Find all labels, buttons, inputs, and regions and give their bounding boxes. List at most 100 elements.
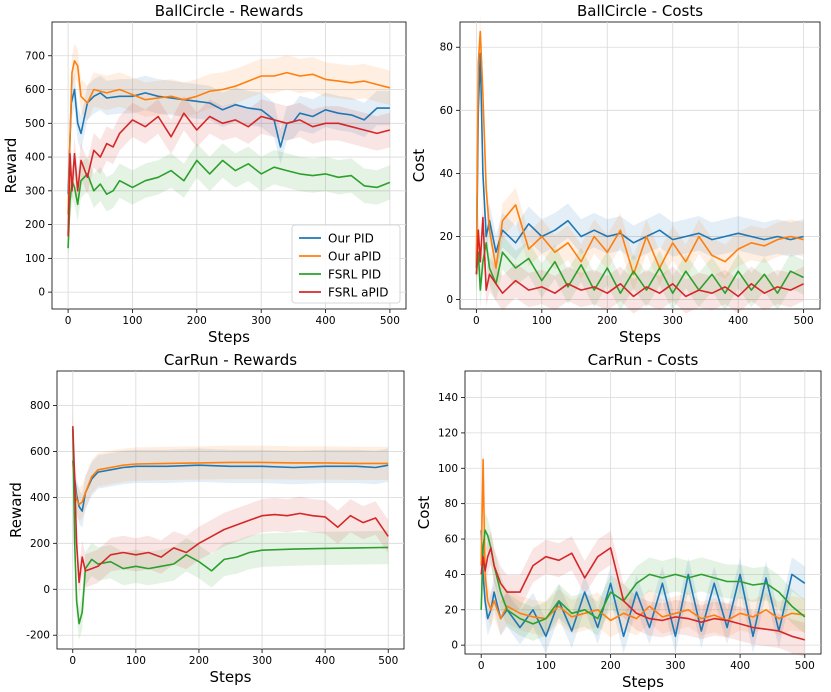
chart-1-ytick-label: 20 xyxy=(440,231,453,243)
chart-1-ytick-label: 0 xyxy=(446,294,453,306)
chart-3-plot-area xyxy=(464,370,822,655)
chart-2-xtick-label: 400 xyxy=(315,655,335,667)
chart-0-legend-label-our-apid: Our aPID xyxy=(328,250,381,264)
chart-3-xtick-label: 0 xyxy=(478,660,485,672)
chart-1-xtick-label: 0 xyxy=(473,315,480,327)
chart-2-title: CarRun - Rewards xyxy=(164,351,297,369)
chart-3-ytick-label: 120 xyxy=(438,427,458,439)
chart-2-series-fsrl-apid xyxy=(72,426,389,584)
chart-3-xtick-label: 100 xyxy=(536,660,556,672)
chart-1-band-our-pid xyxy=(476,36,804,286)
chart-0-ytick-label: 600 xyxy=(25,84,45,96)
chart-0-xlabel: Steps xyxy=(208,328,250,346)
chart-0-xtick-label: 400 xyxy=(316,315,336,327)
chart-2-plot-area xyxy=(56,370,405,650)
chart-0-title: BallCircle - Rewards xyxy=(155,2,304,20)
chart-2-ytick-label: 0 xyxy=(43,584,50,596)
chart-2-xtick-label: 200 xyxy=(189,655,209,667)
chart-0-ytick-label: 0 xyxy=(38,287,45,299)
chart-0-legend: Our PID Our aPID FSRL PID FSRL aPID xyxy=(291,224,401,304)
chart-1-plot-area xyxy=(459,21,821,310)
chart-2-xlabel: Steps xyxy=(210,668,252,686)
chart-1-band-fsrl-apid xyxy=(476,200,804,314)
chart-2-ytick-label: 600 xyxy=(30,446,50,458)
panel-carrun-rewards: 0 100 200 300 400 500 -200 0 200 400 600 800 CarRun … xyxy=(7,351,405,686)
chart-3-xtick-label: 200 xyxy=(601,660,621,672)
chart-2-ytick-label: 200 xyxy=(30,538,50,550)
chart-1-title: BallCircle - Costs xyxy=(577,2,703,20)
chart-0-legend-label-fsrl-apid: FSRL aPID xyxy=(328,286,389,300)
chart-0-band-fsrl-pid xyxy=(68,143,390,266)
chart-1-series-our-apid xyxy=(475,30,804,276)
chart-1-series-fsrl-apid xyxy=(475,216,804,298)
chart-1-ytick-label: 80 xyxy=(440,42,453,54)
chart-0-series-our-apid xyxy=(67,60,391,215)
chart-3-title: CarRun - Costs xyxy=(588,351,699,369)
chart-1-xtick-label: 200 xyxy=(597,315,617,327)
chart-3-xtick-label: 500 xyxy=(795,660,815,672)
chart-3-ytick-label: 80 xyxy=(445,498,458,510)
chart-2-band-fsrl-pid xyxy=(72,411,389,641)
chart-2-series-our-pid xyxy=(72,460,389,512)
panel-ballcircle-rewards: 0 100 200 300 400 500 0 100 200 300 400 500 600 700 Ba… xyxy=(2,2,407,346)
chart-2-band-our-apid xyxy=(72,445,389,521)
chart-1-xtick-label: 100 xyxy=(532,315,552,327)
chart-3-xtick-label: 300 xyxy=(665,660,685,672)
chart-1-ytick-label: 60 xyxy=(440,105,453,117)
chart-0-xtick-label: 200 xyxy=(187,315,207,327)
chart-0-ytick-label: 300 xyxy=(25,185,45,197)
chart-0-xtick-label: 0 xyxy=(65,315,72,327)
chart-3-ylabel: Cost xyxy=(415,496,433,529)
chart-3-ytick-label: 20 xyxy=(445,604,458,616)
chart-2-series-our-apid xyxy=(72,461,389,506)
chart-0-legend-label-our-pid: Our PID xyxy=(328,232,374,246)
chart-2-xtick-label: 100 xyxy=(126,655,146,667)
chart-2-ytick-label: 800 xyxy=(30,400,50,412)
chart-0-series-our-pid xyxy=(67,88,390,195)
chart-1-xtick-label: 300 xyxy=(663,315,683,327)
chart-0-ytick-label: 100 xyxy=(25,253,45,265)
chart-0-band-fsrl-apid xyxy=(68,95,390,254)
chart-0-legend-frame xyxy=(291,224,401,304)
chart-3-ytick-label: 60 xyxy=(445,534,458,546)
chart-1-xtick-label: 400 xyxy=(728,315,748,327)
chart-3-series-our-pid xyxy=(480,530,806,638)
chart-3-xlabel: Steps xyxy=(622,673,664,691)
chart-1-series-fsrl-pid xyxy=(475,242,804,294)
chart-0-ytick-label: 200 xyxy=(25,219,45,231)
chart-2-xtick-label: 300 xyxy=(252,655,272,667)
chart-0-xtick-label: 500 xyxy=(380,315,400,327)
chart-3-xtick-label: 400 xyxy=(730,660,750,672)
chart-3-ytick-label: 0 xyxy=(451,640,458,652)
chart-1-ytick-label: 40 xyxy=(440,168,453,180)
chart-0-band-our-apid xyxy=(68,43,390,232)
chart-1-xtick-label: 500 xyxy=(794,315,814,327)
chart-3-series-fsrl-apid xyxy=(480,547,806,641)
chart-2-series-fsrl-pid xyxy=(72,428,389,625)
chart-2-ytick-label: 400 xyxy=(30,492,50,504)
panel-carrun-costs: 0 100 200 300 400 500 0 20 40 60 80 100 120 140 CarRun… xyxy=(415,351,822,691)
chart-0-ytick-label: 400 xyxy=(25,152,45,164)
chart-1-ylabel: Cost xyxy=(410,149,428,182)
chart-2-band-fsrl-apid xyxy=(72,409,389,600)
chart-3-ytick-label: 100 xyxy=(438,463,458,475)
chart-0-ylabel: Reward xyxy=(2,138,20,194)
chart-0-ytick-label: 500 xyxy=(25,118,45,130)
chart-2-xtick-label: 0 xyxy=(69,655,76,667)
chart-0-xtick-label: 300 xyxy=(251,315,271,327)
chart-0-band-our-pid xyxy=(68,72,390,212)
chart-1-xlabel: Steps xyxy=(619,328,661,346)
chart-2-ytick-label: -200 xyxy=(26,630,50,642)
chart-0-xtick-label: 100 xyxy=(122,315,142,327)
chart-0-ytick-label: 700 xyxy=(25,50,45,62)
chart-0-series-fsrl-apid xyxy=(67,112,391,237)
chart-0-legend-label-fsrl-pid: FSRL PID xyxy=(328,268,381,282)
chart-3-ytick-label: 140 xyxy=(438,392,458,404)
chart-2-ylabel: Reward xyxy=(7,482,25,538)
chart-2-band-our-pid xyxy=(72,443,389,528)
panel-ballcircle-costs: 0 100 200 300 400 500 0 20 40 60 80 BallCircle - Co… xyxy=(410,2,821,346)
chart-3-series-our-apid xyxy=(480,458,805,622)
chart-2-xtick-label: 500 xyxy=(378,655,398,667)
chart-3-ytick-label: 40 xyxy=(445,569,458,581)
